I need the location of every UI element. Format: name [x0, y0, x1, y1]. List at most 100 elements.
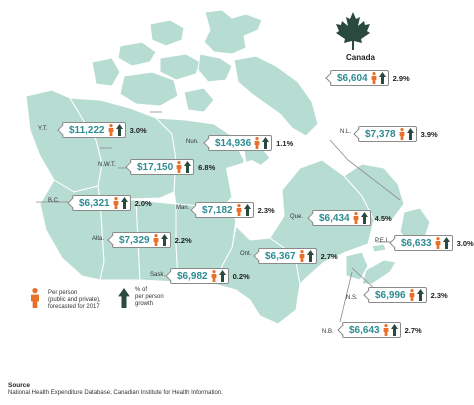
province-growth: 2.0% [134, 198, 152, 208]
pei-region [371, 243, 387, 253]
legend-growth-line2: per person [135, 294, 164, 300]
up-arrow-icon [160, 234, 168, 246]
province-amount: $14,936 [215, 137, 252, 149]
province-growth: 2.2% [174, 235, 192, 245]
person-icon [383, 324, 388, 336]
legend-growth-line1: % of [135, 287, 148, 293]
province-growth: 3.0% [129, 125, 147, 135]
province-callout-ont: $6,367 2.7% [258, 248, 338, 264]
province-amount: $11,222 [69, 124, 105, 136]
legend-per-person-line1: Per person [48, 290, 78, 296]
province-growth: 2.7% [404, 325, 422, 335]
province-growth: 2.3% [430, 290, 448, 300]
source-text: National Health Expenditure Database, Ca… [8, 390, 223, 396]
up-arrow-icon [378, 72, 386, 84]
up-arrow-icon [262, 137, 270, 149]
arctic-island-victoria [119, 71, 179, 107]
legend-per-person-line3: forecasted for 2017 [48, 304, 100, 310]
province-amount: $7,329 [119, 234, 150, 246]
arctic-island-ellesmere [203, 9, 263, 55]
province-growth: 1.1% [276, 138, 294, 148]
province-callout-yt: $11,222 3.0% [62, 122, 147, 138]
province-amount: $6,367 [265, 250, 296, 262]
canada-growth: 2.9% [392, 73, 410, 83]
up-arrow-icon [442, 237, 450, 249]
province-label-nb: N.B. [322, 329, 334, 335]
province-growth: 3.9% [420, 129, 438, 139]
person-icon [299, 250, 304, 262]
up-arrow-icon [416, 289, 424, 301]
province-label-ont: Ont. [240, 251, 252, 257]
province-label-nun: Nun. [186, 139, 199, 145]
up-arrow-icon [120, 197, 128, 209]
person-icon [211, 270, 216, 282]
province-callout-nb: $6,643 2.7% [342, 322, 422, 338]
province-label-nl: N.L. [340, 129, 352, 135]
arctic-island-5 [183, 87, 215, 113]
province-growth: 4.5% [374, 213, 392, 223]
legend-growth-text: % of per person growth [135, 287, 164, 308]
province-growth: 2.7% [320, 251, 338, 261]
person-icon [236, 204, 241, 216]
person-icon [399, 128, 404, 140]
amount-tag: $6,367 [258, 248, 317, 264]
province-callout-man: $7,182 2.3% [195, 202, 275, 218]
legend-per-person-text: Per person (public and private), forecas… [48, 290, 101, 311]
amount-tag: $6,321 [72, 195, 131, 211]
province-amount: $6,434 [319, 212, 350, 224]
province-label-bc: B.C. [48, 198, 60, 204]
amount-tag: $7,378 [358, 126, 417, 142]
province-label-yt: Y.T. [38, 126, 48, 132]
person-icon [353, 212, 358, 224]
province-label-ns: N.S. [346, 295, 358, 301]
province-growth: 6.8% [198, 162, 216, 172]
province-growth: 0.2% [232, 271, 250, 281]
arctic-island-3 [159, 53, 201, 81]
province-amount: $7,182 [202, 204, 233, 216]
province-amount: $6,982 [177, 270, 208, 282]
up-arrow-icon [243, 204, 251, 216]
arctic-island-2 [117, 41, 157, 67]
person-icon [113, 197, 118, 209]
up-arrow-icon [360, 212, 368, 224]
source-title: Source [8, 382, 31, 389]
person-icon [153, 234, 158, 246]
province-callout-alta: $7,329 2.2% [112, 232, 192, 248]
province-growth: 2.3% [257, 205, 275, 215]
province-amount: $6,633 [401, 237, 432, 249]
hudson-bay-water [226, 160, 284, 240]
province-amount: $17,150 [137, 161, 174, 173]
person-icon [435, 237, 440, 249]
province-growth: 3.0% [456, 238, 474, 248]
province-label-alta: Alta. [92, 236, 105, 242]
legend-growth-line3: growth [135, 301, 154, 307]
amount-tag: $14,936 [208, 135, 273, 151]
province-callout-nun: $14,936 1.1% [208, 135, 293, 151]
province-label-nwt: N.W.T. [98, 162, 116, 168]
arctic-island-baffin [233, 55, 319, 137]
up-arrow-icon [406, 128, 414, 140]
legend-person-icon [31, 288, 39, 308]
province-callout-sask: $6,982 0.2% [170, 268, 250, 284]
province-amount: $6,643 [349, 324, 380, 336]
person-icon [254, 137, 260, 149]
up-arrow-icon [115, 124, 123, 136]
province-label-que: Que. [290, 214, 304, 220]
province-label-man: Man. [176, 205, 190, 211]
nova-scotia-region [361, 259, 397, 285]
labrador-region [343, 163, 405, 221]
person-icon [409, 289, 414, 301]
province-callout-ns: $6,996 2.3% [368, 287, 448, 303]
person-icon [371, 72, 376, 84]
province-label-pei: P.E.I. [375, 238, 389, 244]
amount-tag: $7,329 [112, 232, 171, 248]
amount-tag: $6,633 [394, 235, 453, 251]
province-callout-pei: $6,633 3.0% [394, 235, 474, 251]
legend-per-person-line2: (public and private), [48, 297, 101, 303]
arctic-island-1 [149, 19, 185, 47]
up-arrow-icon [306, 250, 314, 262]
up-arrow-icon [218, 270, 226, 282]
amount-tag: $6,996 [368, 287, 427, 303]
amount-tag: $17,150 [130, 159, 195, 175]
person-icon [176, 161, 182, 173]
